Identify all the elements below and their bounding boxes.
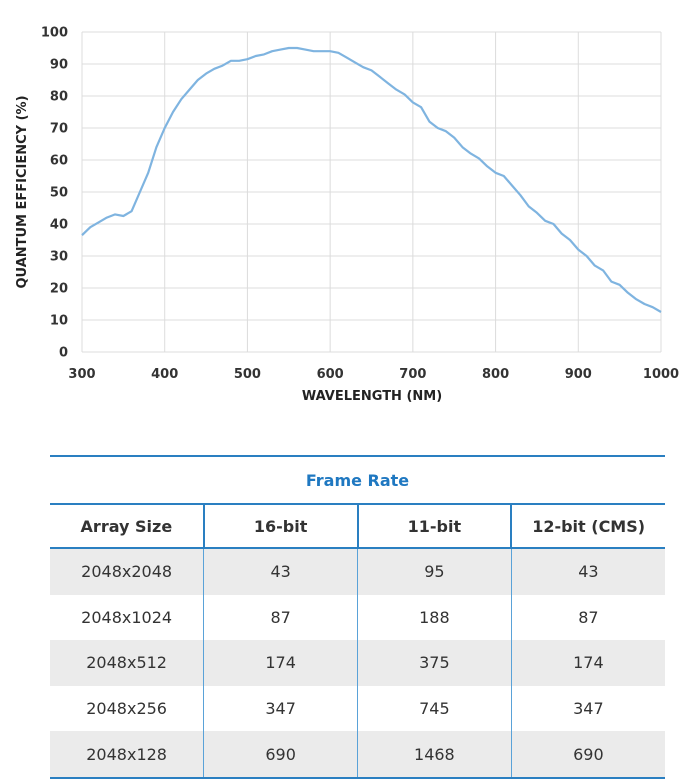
x-tick-label: 300 [68,367,95,382]
cell-16-bit: 174 [203,640,358,686]
x-tick-label: 800 [482,367,509,382]
y-tick-label: 10 [50,314,68,329]
cell-array-size: 2048x128 [50,731,204,779]
table-row: 2048x2048 43 95 43 [50,548,665,595]
x-axis-label: WAVELENGTH (NM) [302,389,442,404]
x-axis-ticks: 300 400 500 600 700 800 900 1000 [68,367,679,382]
table-row: 2048x512 174 375 174 [50,640,665,686]
cell-array-size: 2048x256 [86,699,167,719]
table-row: 2048x128 690 1468 690 [50,731,665,779]
x-tick-label: 500 [234,367,261,382]
y-tick-label: 20 [50,282,68,297]
column-header-16-bit: 16-bit [202,504,358,549]
y-tick-label: 100 [41,26,68,41]
y-tick-label: 50 [50,186,68,201]
x-tick-label: 900 [565,367,592,382]
y-tick-label: 90 [50,58,68,73]
x-tick-label: 600 [317,367,344,382]
table-row: 2048x256 347 745 347 [50,685,665,732]
table-title: Frame Rate [50,455,665,505]
cell-12-bit-cms: 174 [510,640,665,686]
cell-16-bit: 347 [203,685,358,732]
table-header-row: Array Size 16-bit 11-bit 12-bit (CMS) [50,504,665,549]
y-tick-label: 80 [50,90,68,105]
cell-11-bit: 375 [357,640,512,686]
cell-12-bit-cms: 347 [510,685,665,732]
cell-12-bit-cms: 43 [510,548,665,595]
column-header-array-size: Array Size [50,504,204,549]
x-tick-label: 1000 [643,367,679,382]
cell-array-size: 2048x2048 [50,548,204,595]
x-tick-label: 700 [399,367,426,382]
cell-12-bit-cms: 87 [510,594,665,641]
cell-12-bit-cms: 690 [510,731,665,779]
column-header-11-bit: 11-bit [356,504,512,549]
y-tick-label: 60 [50,154,68,169]
y-tick-label: 70 [50,122,68,137]
quantum-efficiency-chart: 0 10 20 30 40 50 60 70 80 90 100 300 400 500 600 700 80… [15,26,679,405]
table-title-row: Frame Rate [50,455,665,505]
cell-array-size: 2048x512 [50,640,204,686]
cell-16-bit: 43 [203,548,358,595]
cell-16-bit: 690 [203,731,358,779]
cell-11-bit: 745 [357,685,512,732]
grid-lines [81,31,662,353]
x-tick-label: 400 [151,367,178,382]
cell-11-bit: 95 [357,548,512,595]
frame-rate-table: Frame Rate Array Size 16-bit 11-bit 12-b… [50,455,665,779]
cell-16-bit: 87 [203,594,358,641]
y-tick-label: 0 [59,346,68,361]
qe-series-line [81,46,662,313]
cell-11-bit: 1468 [357,731,512,779]
cell-11-bit: 188 [357,594,512,641]
column-header-12-bit-cms: 12-bit (CMS) [510,504,665,549]
y-tick-label: 40 [50,218,68,233]
cell-array-size: 2048x1024 [81,607,173,627]
y-axis-label: QUANTUM EFFICIENCY (%) [15,95,30,288]
y-axis-ticks: 0 10 20 30 40 50 60 70 80 90 100 [41,26,68,361]
table-row: 2048x1024 87 188 87 [50,594,665,641]
y-tick-label: 30 [50,250,68,265]
